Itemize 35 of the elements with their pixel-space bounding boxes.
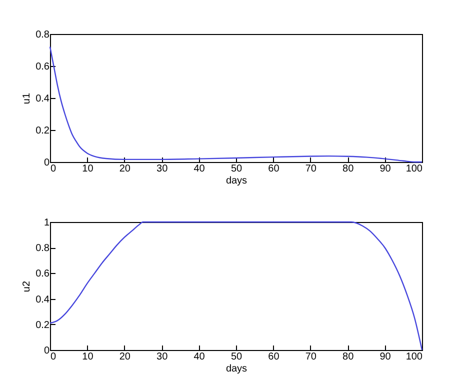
y-tick-label: 0.6 bbox=[36, 62, 50, 72]
x-tick-label: 50 bbox=[230, 164, 242, 174]
y-tick-label: 0.8 bbox=[36, 243, 50, 254]
x-axis-title: days bbox=[226, 176, 248, 186]
x-tick-label: 20 bbox=[119, 352, 131, 362]
y-tick-label: 0.6 bbox=[36, 268, 50, 280]
y-tick-label: 0.8 bbox=[36, 30, 50, 40]
y-tick-label: 0.4 bbox=[36, 94, 50, 104]
y-tick-label: 0.2 bbox=[36, 320, 50, 331]
x-tick-label: 40 bbox=[194, 352, 206, 362]
x-tick-label: 90 bbox=[380, 352, 392, 362]
y-tick-label: 0.4 bbox=[36, 294, 50, 306]
x-tick-label: 60 bbox=[268, 352, 280, 362]
x-tick-label: 10 bbox=[82, 352, 94, 362]
x-tick-label: 40 bbox=[194, 164, 206, 174]
y-axis-title: u1 bbox=[22, 92, 33, 104]
x-tick-label: 10 bbox=[82, 164, 94, 174]
x-tick-label: 70 bbox=[305, 352, 317, 362]
x-tick-label: 70 bbox=[305, 164, 317, 174]
x-tick-label: 90 bbox=[380, 164, 392, 174]
x-tick-label: 60 bbox=[268, 164, 280, 174]
y-tick-label: 0.2 bbox=[36, 126, 50, 136]
x-tick-label: 50 bbox=[230, 352, 242, 362]
x-tick-label: 100 bbox=[406, 352, 423, 362]
x-tick-label: 30 bbox=[156, 352, 168, 362]
y-axis-title: u2 bbox=[22, 280, 33, 292]
y-tick-label: 1 bbox=[44, 218, 50, 228]
x-tick-label: 20 bbox=[119, 164, 131, 174]
line-series bbox=[49, 221, 423, 351]
x-axis-title: days bbox=[226, 364, 248, 374]
x-tick-label: 80 bbox=[342, 352, 354, 362]
line-series bbox=[49, 46, 423, 163]
x-tick-label: 100 bbox=[406, 164, 423, 174]
x-tick-label: 30 bbox=[156, 164, 168, 174]
x-tick-label: 80 bbox=[342, 164, 354, 174]
